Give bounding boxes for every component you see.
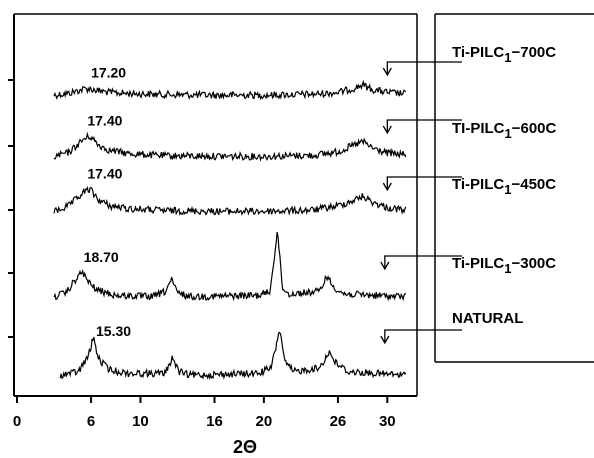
x-tick-label: 0 bbox=[13, 413, 21, 430]
series-line bbox=[53, 79, 407, 101]
leader-line bbox=[386, 61, 462, 74]
legend-label-suffix: −600C bbox=[512, 120, 557, 137]
series: 18.70 bbox=[53, 231, 462, 302]
x-axis-label: 2Θ bbox=[233, 437, 257, 457]
arrow-head bbox=[382, 182, 392, 192]
legend-label-main: NATURAL bbox=[452, 310, 523, 327]
peak-label: 17.20 bbox=[91, 64, 126, 80]
series-group: 17.20 17.40 17.40 18.70 15.30 bbox=[53, 61, 462, 381]
legend-label-suffix: −700C bbox=[511, 44, 556, 61]
legend-label-subscript: 1 bbox=[504, 50, 511, 65]
arrow-head bbox=[382, 67, 392, 77]
legend-label-main: TI-PILC bbox=[452, 120, 505, 137]
arrow-head bbox=[380, 261, 390, 271]
legend-label: NATURAL bbox=[452, 310, 523, 327]
x-tick-label: 6 bbox=[87, 413, 95, 430]
legend-label: Ti-PILC1−450C bbox=[452, 176, 556, 197]
peak-label: 18.70 bbox=[84, 249, 119, 265]
leader-line bbox=[384, 255, 462, 268]
leader-line bbox=[384, 329, 462, 342]
legend-label-subscript: 1 bbox=[504, 182, 511, 197]
peak-label: 17.40 bbox=[87, 165, 122, 181]
legend-label-main: Ti-PILC bbox=[452, 255, 504, 272]
legend-label-main: Ti-PILC bbox=[452, 176, 504, 193]
peak-label: 17.40 bbox=[87, 112, 122, 128]
legend-label-subscript: 1 bbox=[504, 261, 511, 276]
x-tick-label: 20 bbox=[256, 413, 273, 430]
legend-label: Ti-PILC1−300C bbox=[452, 255, 556, 276]
legend-label: Ti-PILC1−700C bbox=[452, 44, 556, 65]
legend-label-suffix: −300C bbox=[511, 255, 556, 272]
series: 17.40 bbox=[53, 112, 462, 162]
peak-label: 15.30 bbox=[96, 323, 131, 339]
x-tick-label: 26 bbox=[330, 413, 347, 430]
legend-label-suffix: −450C bbox=[511, 176, 556, 193]
series-line bbox=[53, 185, 407, 216]
leader-line bbox=[386, 176, 462, 189]
series-line bbox=[53, 231, 407, 302]
legend-label-main: Ti-PILC bbox=[452, 44, 504, 61]
axes bbox=[8, 13, 418, 397]
x-tick-label: 10 bbox=[132, 413, 149, 430]
arrow-head bbox=[380, 335, 390, 345]
arrow-head bbox=[382, 125, 392, 135]
series-line bbox=[53, 131, 407, 162]
leader-line bbox=[386, 119, 462, 132]
legend-label: TI-PILC1−600C bbox=[452, 120, 557, 141]
x-ticks: 0 6 10 16 20 26 30 bbox=[13, 396, 396, 430]
series: 15.30 bbox=[59, 323, 462, 381]
x-tick-label: 30 bbox=[379, 413, 396, 430]
legend: Ti-PILC1−700CTI-PILC1−600CTi-PILC1−450CT… bbox=[434, 13, 594, 363]
legend-label-subscript: 1 bbox=[505, 126, 512, 141]
series: 17.20 bbox=[53, 61, 462, 101]
series-line bbox=[59, 331, 407, 381]
series: 17.40 bbox=[53, 165, 462, 216]
x-tick-label: 16 bbox=[206, 413, 223, 430]
